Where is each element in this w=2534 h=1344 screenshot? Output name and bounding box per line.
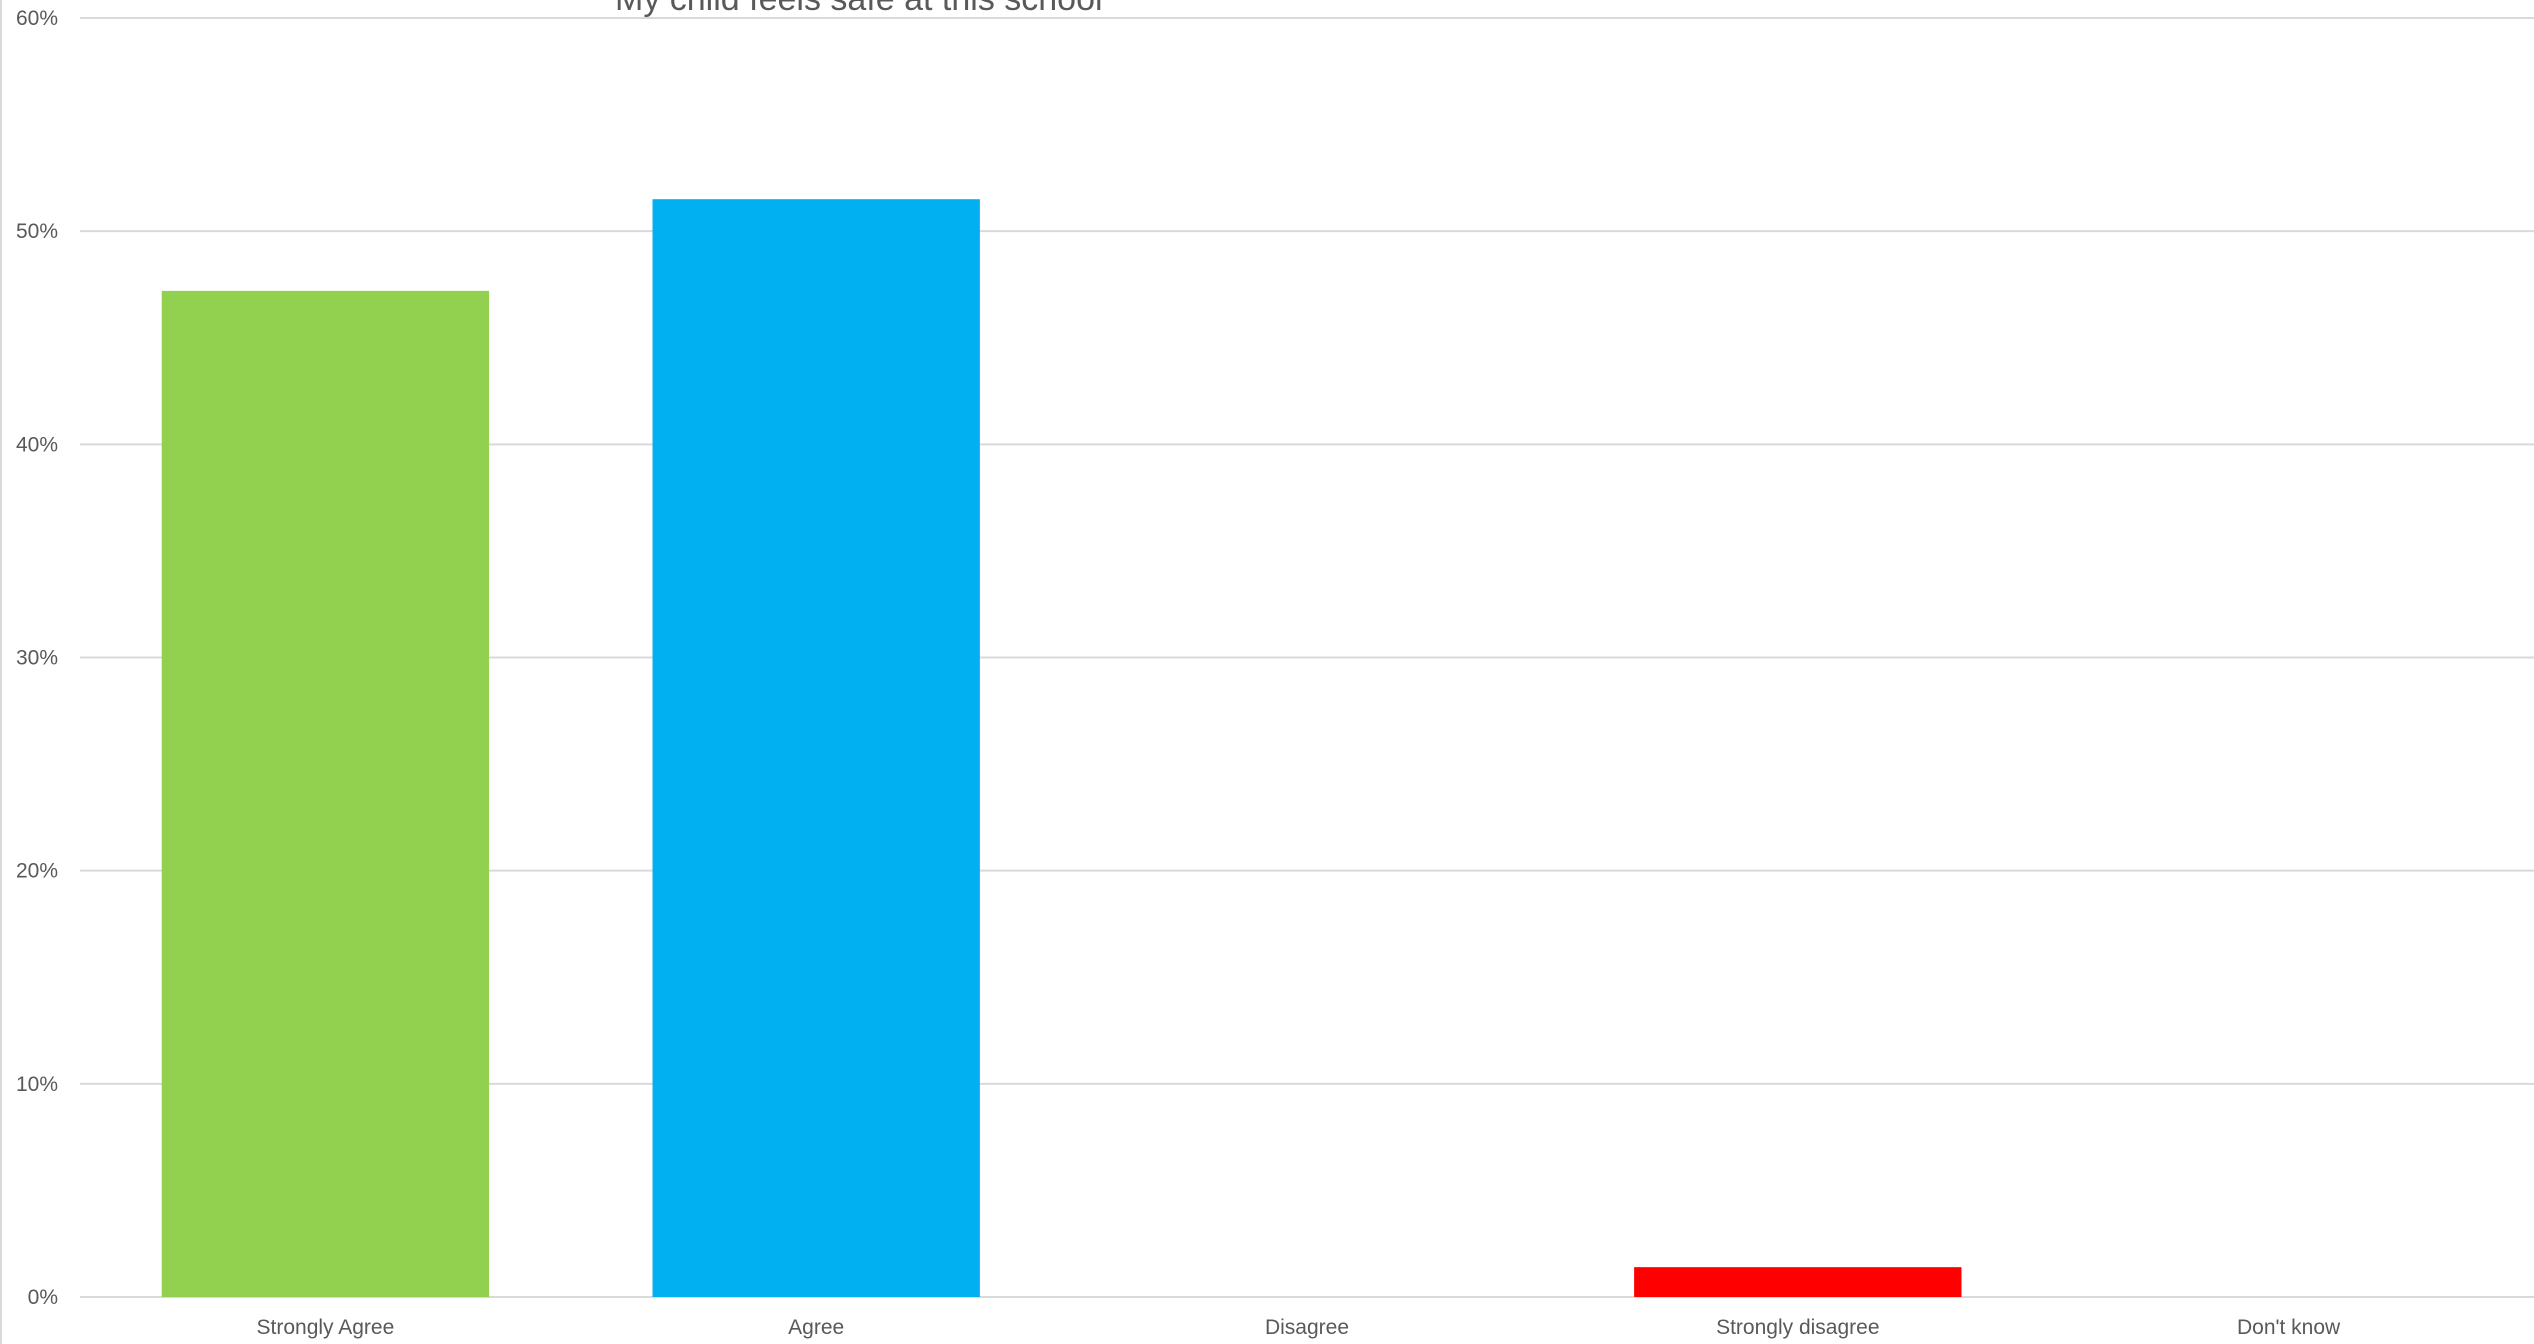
bar — [161, 290, 490, 1297]
x-category-label: Agree — [788, 1316, 844, 1339]
y-tick-label: 50% — [16, 220, 58, 243]
chart-title: My child feels safe at this school — [615, 0, 1103, 19]
y-tick-label: 10% — [16, 1073, 58, 1096]
y-tick-label: 40% — [16, 433, 58, 456]
y-axis-ticks: 0% 10% 20% 30% 40% 50% 60% — [16, 7, 58, 1309]
x-category-label: Disagree — [1265, 1316, 1349, 1339]
x-category-label: Strongly Agree — [257, 1316, 395, 1339]
y-tick-label: 30% — [16, 647, 58, 670]
bars — [161, 199, 1962, 1298]
y-tick-label: 20% — [16, 860, 58, 883]
y-tick-label: 0% — [28, 1286, 58, 1309]
x-axis-labels: Strongly Agree Agree Disagree Strongly disa… — [257, 1316, 2342, 1339]
bar — [652, 199, 980, 1298]
x-category-label: Strongly disagree — [1716, 1316, 1879, 1339]
x-category-label: Don't know — [2237, 1316, 2341, 1339]
bar — [1634, 1267, 1962, 1297]
y-tick-label: 60% — [16, 7, 58, 30]
